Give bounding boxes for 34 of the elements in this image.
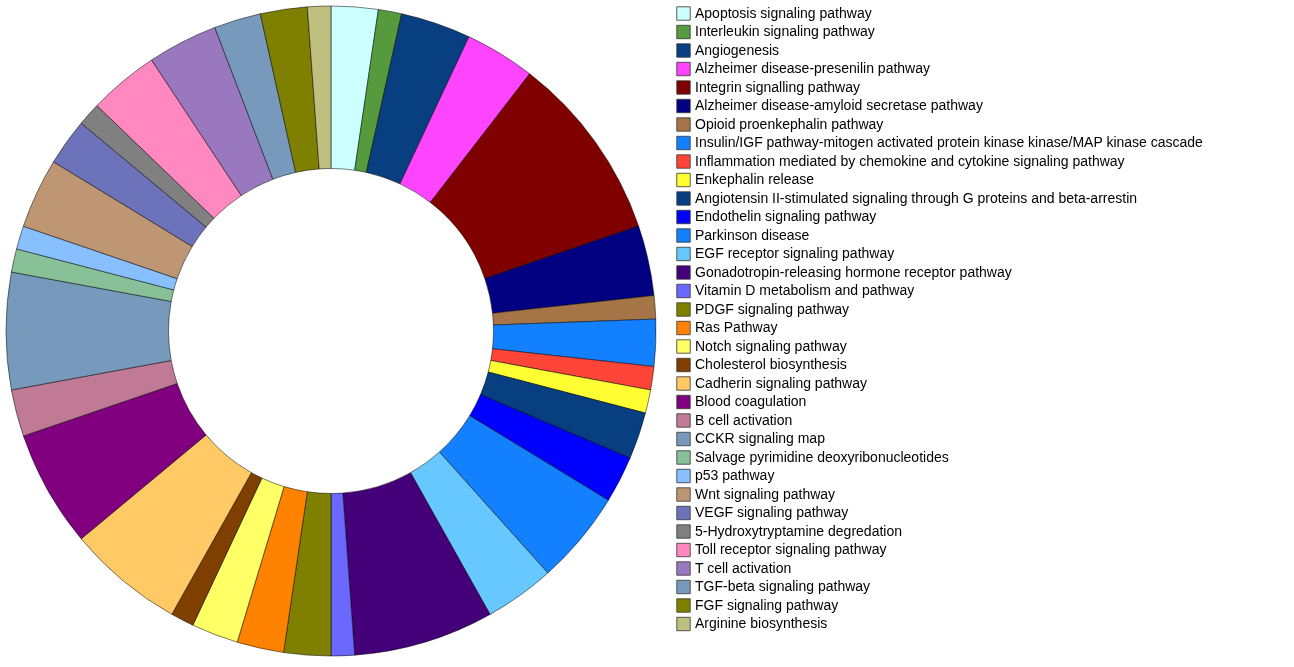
legend-label: FGF signaling pathway xyxy=(695,596,839,613)
legend-label: Cadherin signaling pathway xyxy=(695,374,867,391)
legend-label: Blood coagulation xyxy=(695,393,807,409)
legend-label: Gonadotropin-releasing hormone receptor pathway xyxy=(695,263,1012,280)
legend-label: Alzheimer disease-presenilin pathway xyxy=(695,60,931,76)
legend-label: 5-Hydroxytryptamine degredation xyxy=(695,522,902,539)
legend-label: Cholesterol biosynthesis xyxy=(695,356,847,372)
legend-label: Angiotensin II-stimulated signaling through G proteins and beta-arrestin xyxy=(695,189,1138,206)
legend-label: Vitamin D metabolism and pathway xyxy=(695,282,915,298)
legend-label: Angiogenesis xyxy=(695,41,780,58)
legend-label: Salvage pyrimidine deoxyribonucleotides xyxy=(695,448,949,465)
legend-label: CCKR signaling map xyxy=(695,430,826,446)
legend-label: Alzheimer disease-amyloid secretase pathway xyxy=(695,97,983,113)
legend-label: EGF receptor signaling pathway xyxy=(695,245,895,261)
legend-label: B cell activation xyxy=(695,411,793,428)
legend-label: Toll receptor signaling pathway xyxy=(695,541,887,557)
legend-label: PDGF signaling pathway xyxy=(695,300,850,317)
legend-label: Notch signaling pathway xyxy=(695,337,847,354)
legend-label: TGF-beta signaling pathway xyxy=(695,578,871,594)
legend-label: T cell activation xyxy=(695,559,792,576)
legend-label: Endothelin signaling pathway xyxy=(695,208,877,224)
legend-label: Ras Pathway xyxy=(695,319,778,335)
legend-label: Enkephalin release xyxy=(695,171,815,187)
legend-label: Wnt signaling pathway xyxy=(695,485,836,502)
legend-label: Integrin signalling pathway xyxy=(695,78,860,95)
legend-label: Insulin/IGF pathway-mitogen activated protein kinase kinase/MAP kinase cascade xyxy=(695,134,1204,150)
legend-label: p53 pathway xyxy=(695,467,775,483)
legend-label: Interleukin signaling pathway xyxy=(695,23,875,39)
legend-label: Parkinson disease xyxy=(695,226,810,243)
legend-label: Opioid proenkephalin pathway xyxy=(695,115,884,132)
legend-label: VEGF signaling pathway xyxy=(695,504,849,520)
legend-label: Inflammation mediated by chemokine and cytokine signaling pathway xyxy=(695,152,1125,169)
legend-label: Apoptosis signaling pathway xyxy=(695,4,872,21)
legend-label: Arginine biosynthesis xyxy=(695,615,828,631)
